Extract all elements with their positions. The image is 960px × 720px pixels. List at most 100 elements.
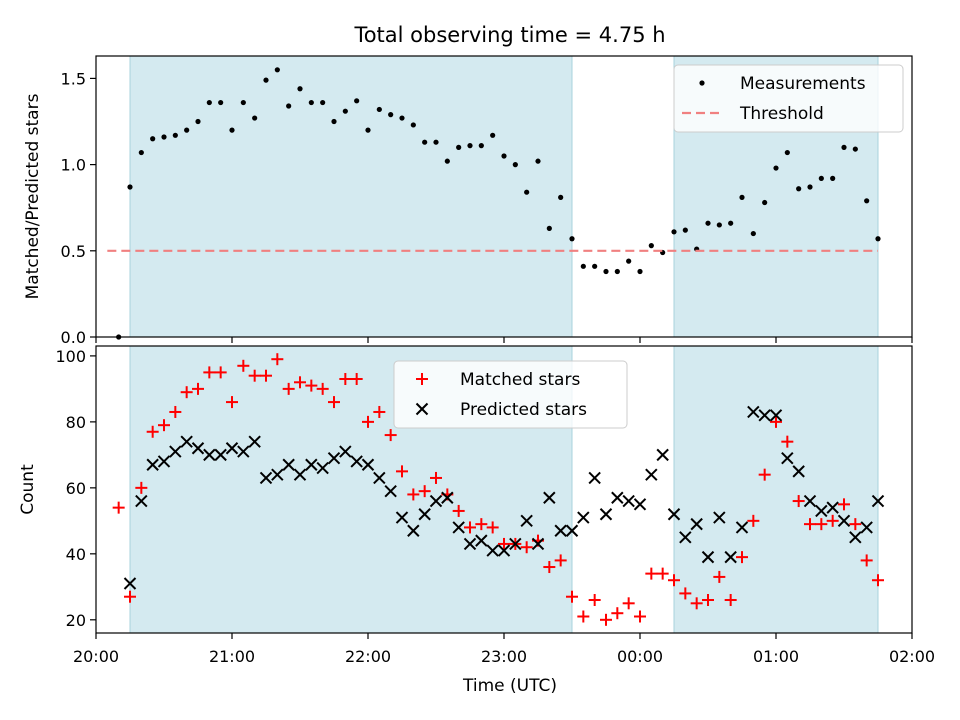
y-tick-label: 80	[66, 413, 86, 432]
data-point	[361, 458, 375, 471]
x-stroke-b	[361, 458, 375, 471]
data-point	[203, 448, 216, 462]
x-stroke-b	[758, 409, 771, 422]
data-point	[690, 597, 703, 610]
x-stroke-b	[339, 445, 352, 458]
data-point	[384, 429, 397, 442]
x-stroke-b	[543, 491, 556, 504]
data-point	[195, 118, 201, 125]
data-point	[282, 382, 295, 395]
data-point	[781, 451, 794, 465]
data-point	[373, 471, 386, 485]
data-point	[388, 112, 394, 118]
data-point	[769, 409, 783, 422]
data-point	[373, 405, 386, 418]
data-point	[252, 115, 258, 121]
data-point	[645, 567, 658, 580]
data-point	[305, 379, 318, 392]
x-stroke-b	[191, 442, 205, 455]
data-point	[577, 610, 590, 623]
data-point	[452, 504, 465, 517]
x-stroke-b	[509, 537, 522, 551]
data-point	[682, 227, 688, 233]
x-stroke-b	[690, 517, 703, 531]
x-stroke-b	[259, 471, 273, 485]
x-stroke-b	[565, 524, 579, 537]
data-point	[429, 494, 443, 508]
data-point	[274, 67, 280, 73]
data-point	[830, 175, 836, 181]
legend-label: Threshold	[739, 104, 824, 124]
data-point	[271, 353, 284, 366]
data-point	[614, 268, 620, 275]
data-point	[157, 455, 171, 468]
observing-window-shade	[673, 345, 879, 634]
x-stroke-b	[645, 468, 658, 481]
data-point	[611, 607, 624, 620]
data-point	[543, 561, 556, 574]
x-stroke-b	[429, 494, 443, 508]
data-point	[452, 521, 465, 534]
legend-label: Predicted stars	[460, 400, 587, 420]
data-point	[577, 511, 590, 524]
x-stroke-b	[713, 511, 726, 524]
data-point	[554, 524, 567, 537]
y-axis-label: Count	[18, 464, 38, 515]
data-point	[849, 531, 862, 544]
data-point	[464, 521, 476, 534]
data-point	[123, 577, 137, 590]
data-point	[172, 132, 178, 138]
data-point	[169, 405, 182, 418]
data-point	[206, 99, 212, 106]
x-stroke-b	[418, 508, 431, 521]
x-stroke-b	[826, 501, 839, 514]
data-point	[180, 435, 193, 448]
x-axis-label: Time (UTC)	[462, 676, 557, 696]
data-point	[467, 143, 473, 149]
y-tick-label: 60	[66, 479, 86, 498]
x-stroke-b	[203, 448, 216, 462]
data-point	[316, 461, 329, 475]
data-point	[365, 127, 371, 133]
data-point	[339, 372, 352, 385]
data-point	[546, 225, 552, 231]
data-point	[418, 508, 431, 521]
data-point	[668, 574, 680, 587]
x-stroke-b	[248, 435, 261, 448]
x-stroke-b	[123, 577, 137, 590]
legend: Measurements Threshold	[673, 64, 904, 133]
data-point	[558, 194, 564, 200]
data-point	[259, 471, 273, 485]
x-stroke-b	[180, 435, 193, 448]
data-point	[716, 222, 722, 228]
data-point	[308, 99, 314, 106]
x-tick-label: 02:00	[889, 647, 935, 666]
data-point	[444, 158, 450, 164]
x-stroke-b	[146, 458, 159, 471]
data-point	[124, 590, 136, 603]
series-measurements	[116, 67, 881, 340]
data-point	[248, 369, 261, 382]
data-point	[286, 103, 292, 109]
data-point	[520, 541, 533, 554]
data-point	[705, 220, 711, 226]
x-stroke-b	[860, 521, 873, 534]
data-point	[826, 501, 839, 514]
data-point	[622, 494, 635, 508]
data-point	[497, 544, 511, 557]
x-stroke-b	[611, 491, 624, 504]
data-point	[225, 442, 239, 455]
data-point	[433, 139, 439, 145]
x-tick-label: 23:00	[481, 647, 527, 666]
x-stroke-b	[452, 521, 465, 534]
y-tick-label: 0.0	[61, 328, 86, 347]
x-stroke-b	[577, 511, 590, 524]
data-point	[475, 534, 488, 547]
data-point	[180, 386, 193, 399]
x-stroke-b	[214, 448, 227, 462]
data-point	[781, 435, 794, 448]
data-point	[430, 471, 442, 484]
data-point	[803, 494, 817, 508]
data-point	[773, 165, 779, 171]
x-stroke-b	[463, 537, 477, 551]
